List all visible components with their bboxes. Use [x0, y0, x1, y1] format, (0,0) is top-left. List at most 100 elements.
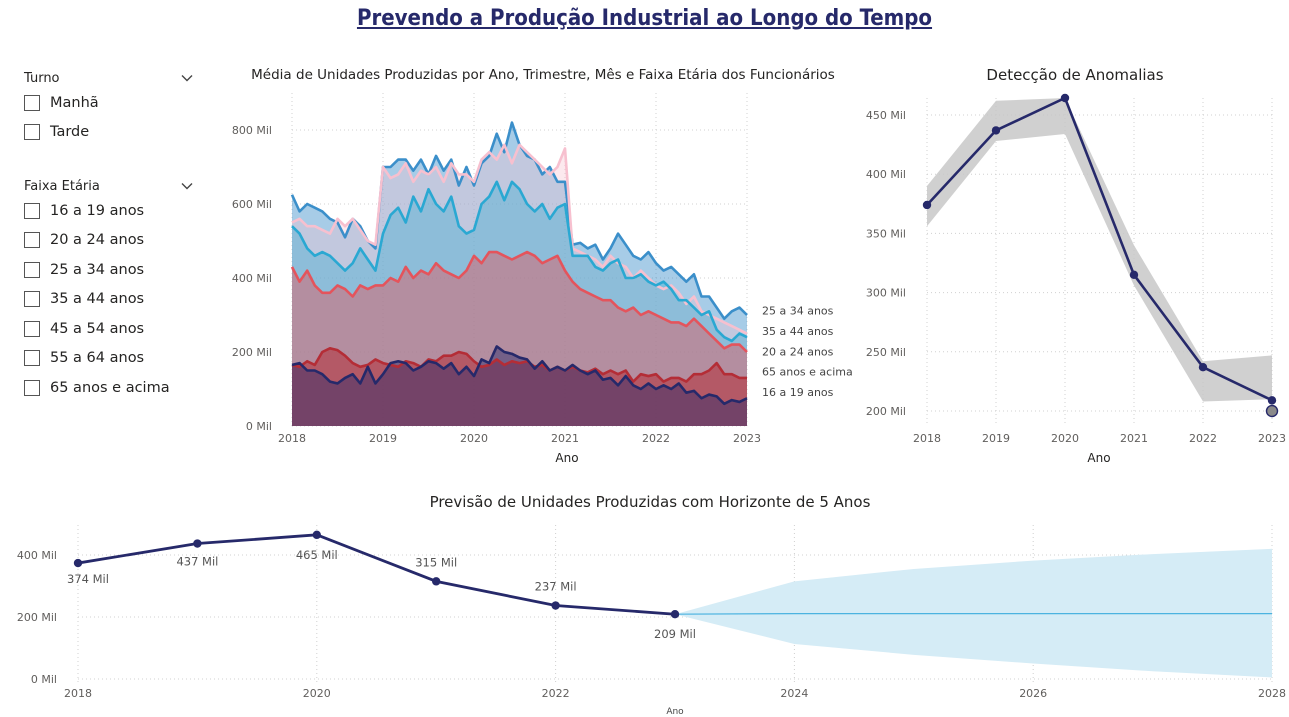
checkbox[interactable]: [24, 202, 40, 219]
slicer-turno-title: Turno: [24, 70, 60, 86]
x-axis-title: Ano: [1087, 451, 1110, 465]
y-tick-label: 200 Mil: [232, 346, 272, 359]
data-point: [1129, 270, 1139, 280]
y-tick-label: 300 Mil: [866, 287, 906, 300]
y-tick-label: 600 Mil: [232, 198, 272, 211]
slicer-faixa-header[interactable]: Faixa Etária: [24, 176, 194, 196]
data-point: [193, 539, 202, 548]
slicer-option-manha[interactable]: Manhã: [24, 88, 194, 118]
x-tick-label: 2018: [278, 432, 306, 445]
x-tick-label: 2021: [1120, 432, 1148, 445]
data-label: 315 Mil: [415, 555, 457, 569]
data-label: 374 Mil: [67, 572, 109, 586]
area-fill-16-a-19-anos: [292, 346, 747, 426]
slicer-option-55-64[interactable]: 55 a 64 anos: [24, 344, 194, 374]
slicer-option-65[interactable]: 65 anos e acima: [24, 373, 194, 403]
y-tick-label: 450 Mil: [866, 109, 906, 122]
x-tick-label: 2020: [460, 432, 488, 445]
area-fill-25-a-34-anos: [292, 122, 747, 426]
y-tick-label: 200 Mil: [866, 405, 906, 418]
anomaly-marker: [1265, 404, 1279, 418]
checkbox[interactable]: [24, 94, 40, 111]
area-fill-extra: [292, 144, 747, 427]
data-label: 209 Mil: [654, 627, 696, 641]
slicer-turno: Turno Manhã Tarde: [24, 68, 194, 147]
chevron-down-icon[interactable]: [180, 71, 194, 85]
data-point: [551, 601, 560, 610]
checkbox[interactable]: [24, 261, 40, 278]
page-title: Prevendo a Produção Industrial ao Longo …: [356, 6, 933, 31]
y-tick-label: 200 Mil: [17, 611, 57, 624]
data-point: [670, 610, 680, 619]
y-tick-label: 400 Mil: [866, 168, 906, 181]
y-tick-label: 350 Mil: [866, 227, 906, 240]
y-tick-label: 250 Mil: [866, 346, 906, 359]
x-tick-label: 2019: [982, 432, 1010, 445]
slicer-option-35-44[interactable]: 35 a 44 anos: [24, 285, 194, 315]
x-tick-label: 2023: [733, 432, 761, 445]
x-tick-label: 2022: [1189, 432, 1217, 445]
checkbox[interactable]: [24, 291, 40, 308]
area-fill-65-anos-e-acima: [292, 348, 747, 426]
slicer-faixa-title: Faixa Etária: [24, 178, 100, 194]
series-label: 16 a 19 anos: [762, 386, 834, 399]
x-axis-title: Ano: [666, 707, 684, 717]
x-tick-label: 2018: [913, 432, 941, 445]
x-tick-label: 2022: [642, 432, 670, 445]
y-tick-label: 400 Mil: [232, 272, 272, 285]
data-point: [73, 558, 83, 568]
y-tick-label: 0 Mil: [31, 673, 57, 686]
area-fill-35-a-44-anos: [292, 181, 747, 426]
checkbox[interactable]: [24, 350, 40, 367]
series-label: 20 a 24 anos: [762, 345, 834, 358]
expected-range-band: [927, 98, 1272, 402]
slicer-option-20-24[interactable]: 20 a 24 anos: [24, 226, 194, 256]
series-line-25-a-34-anos: [290, 121, 748, 320]
data-label: 465 Mil: [296, 548, 338, 562]
data-point: [1198, 362, 1208, 372]
chart-title-area: Média de Unidades Produzidas por Ano, Tr…: [251, 67, 835, 83]
anomaly-line: [926, 96, 1273, 402]
history-line: [77, 533, 676, 616]
y-tick-label: 0 Mil: [246, 420, 272, 433]
x-tick-label: 2022: [542, 687, 570, 700]
x-tick-label: 2023: [1258, 432, 1286, 445]
series-line-20-a-24-anos: [290, 250, 748, 353]
x-axis-title: Ano: [555, 451, 578, 465]
series-line-extra: [291, 143, 748, 335]
x-tick-label: 2021: [551, 432, 579, 445]
data-point: [1267, 396, 1277, 405]
slicer-faixa-etaria: Faixa Etária 16 a 19 anos 20 a 24 anos 2…: [24, 176, 194, 403]
data-label: 237 Mil: [535, 580, 577, 594]
forecast-confidence-band: [675, 548, 1272, 678]
slicer-option-45-54[interactable]: 45 a 54 anos: [24, 314, 194, 344]
x-tick-label: 2019: [369, 432, 397, 445]
slicer-option-tarde[interactable]: Tarde: [24, 118, 194, 148]
chevron-down-icon[interactable]: [180, 179, 194, 193]
checkbox[interactable]: [24, 124, 40, 141]
data-label: 437 Mil: [176, 555, 218, 569]
series-label: 35 a 44 anos: [762, 325, 834, 338]
series-line-16-a-19-anos: [291, 345, 748, 406]
forecast-line: [674, 612, 1272, 615]
slicer-turno-header[interactable]: Turno: [24, 68, 194, 88]
x-tick-label: 2026: [1019, 687, 1047, 700]
data-point: [432, 577, 441, 586]
checkbox[interactable]: [24, 379, 40, 396]
slicer-option-25-34[interactable]: 25 a 34 anos: [24, 255, 194, 285]
checkbox[interactable]: [24, 320, 40, 337]
chart-title-previsao: Previsão de Unidades Produzidas com Hori…: [430, 493, 871, 511]
checkbox[interactable]: [24, 232, 40, 249]
series-line-65-anos-e-acima: [291, 347, 747, 383]
data-point: [922, 200, 932, 210]
x-tick-label: 2018: [64, 687, 92, 700]
series-label: 25 a 34 anos: [762, 305, 834, 318]
slicer-option-16-19[interactable]: 16 a 19 anos: [24, 196, 194, 226]
series-label: 65 anos e acima: [762, 366, 853, 379]
chart-title-anomalias: Detecção de Anomalias: [986, 66, 1163, 84]
series-line-35-a-44-anos: [291, 180, 748, 343]
x-tick-label: 2020: [303, 687, 331, 700]
data-point: [312, 530, 321, 540]
x-tick-label: 2028: [1258, 687, 1286, 700]
x-tick-label: 2020: [1051, 432, 1079, 445]
